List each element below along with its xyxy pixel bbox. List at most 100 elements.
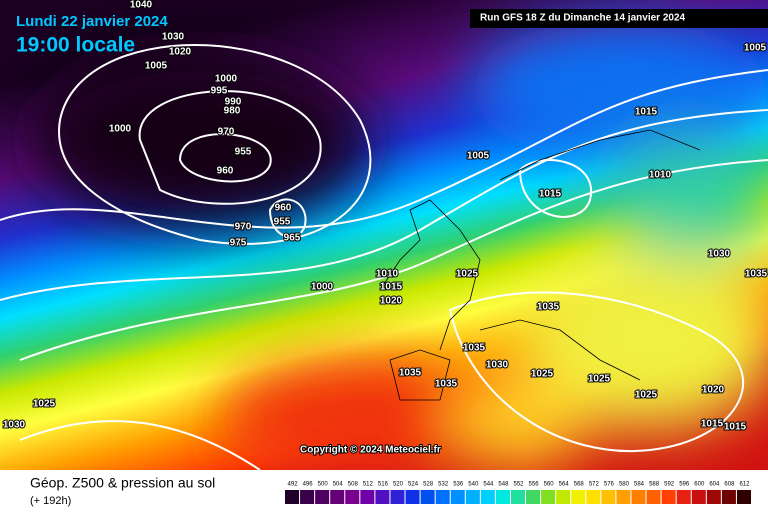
scale-cell <box>721 490 736 504</box>
coastlines <box>379 129 701 401</box>
scale-cell <box>345 490 360 504</box>
run-info: Run GFS 18 Z du Dimanche 14 janvier 2024 <box>480 13 686 24</box>
scale-label: 584 <box>634 482 645 488</box>
scale-cell <box>300 490 315 504</box>
isobar-label: 970 <box>218 127 235 138</box>
scale-cell <box>736 490 751 504</box>
scale-label: 528 <box>423 482 434 488</box>
isobar-label: 1030 <box>708 249 731 260</box>
copyright: Copyright © 2024 Meteociel.fr <box>300 445 441 456</box>
isobar-label: 960 <box>217 166 234 177</box>
scale-label: 552 <box>513 482 524 488</box>
isobar-label: 1025 <box>531 369 554 380</box>
isobar-label: 1035 <box>537 302 560 313</box>
isobar-label: 1005 <box>467 151 490 162</box>
scale-label: 612 <box>739 482 750 488</box>
scale-label: 604 <box>709 482 720 488</box>
scale-label: 516 <box>378 482 389 488</box>
footer-subtitle: (+ 192h) <box>30 495 71 507</box>
scale-cell <box>646 490 661 504</box>
valid-date: Lundi 22 janvier 2024 <box>16 13 168 30</box>
scale-cell <box>450 490 465 504</box>
scale-cell <box>480 490 495 504</box>
scale-label: 608 <box>724 482 735 488</box>
scale-label: 532 <box>438 482 449 488</box>
scale-cell <box>375 490 390 504</box>
scale-cell <box>285 490 300 504</box>
isobar-label: 1025 <box>456 269 479 280</box>
scale-cell <box>330 490 345 504</box>
isobar-label: 1035 <box>435 379 458 390</box>
isobar-label: 1030 <box>486 360 509 371</box>
isobar-label: 1015 <box>635 107 658 118</box>
isobar-label: 990 <box>225 97 242 108</box>
scale-cell <box>616 490 631 504</box>
scale-label: 500 <box>318 482 329 488</box>
scale-label: 504 <box>333 482 344 488</box>
isobar-label: 1025 <box>588 374 611 385</box>
isobar-label: 965 <box>284 233 301 244</box>
isobar-label: 1025 <box>635 390 658 401</box>
scale-label: 492 <box>288 482 299 488</box>
isobar-label: 980 <box>224 106 241 117</box>
scale-label: 596 <box>679 482 690 488</box>
isobar-label: 1005 <box>744 43 767 54</box>
scale-label: 576 <box>604 482 615 488</box>
scale-cell <box>706 490 721 504</box>
isobar-label: 1030 <box>3 420 26 431</box>
isobar-label: 1020 <box>380 296 403 307</box>
isobar-label: 960 <box>275 203 292 214</box>
isobar-label: 1020 <box>702 385 725 396</box>
scale-cell <box>315 490 330 504</box>
scale-label: 556 <box>529 482 540 488</box>
scale-cell <box>661 490 676 504</box>
isobar-label: 1030 <box>162 32 185 43</box>
isobar-label: 975 <box>230 238 247 249</box>
scale-cell <box>465 490 480 504</box>
scale-cell <box>676 490 691 504</box>
isobar-label: 1035 <box>463 343 486 354</box>
footer-title: Géop. Z500 & pression au sol <box>30 475 215 491</box>
scale-label: 592 <box>664 482 675 488</box>
scale-cell <box>556 490 571 504</box>
scale-cell <box>631 490 646 504</box>
scale-cell <box>495 490 510 504</box>
scale-cell <box>586 490 601 504</box>
scale-cell <box>541 490 556 504</box>
isobar-label: 1040 <box>130 0 153 11</box>
scale-label: 540 <box>468 482 479 488</box>
scale-cell <box>510 490 526 504</box>
isobar-label: 1015 <box>724 422 747 433</box>
scale-label: 536 <box>453 482 464 488</box>
scale-cell <box>691 490 706 504</box>
scale-cell <box>405 490 420 504</box>
isobar-label: 1020 <box>169 47 192 58</box>
scale-cell <box>601 490 616 504</box>
isobar-label: 995 <box>211 86 228 97</box>
isobar-label: 955 <box>235 147 252 158</box>
scale-label: 568 <box>574 482 585 488</box>
scale-label: 564 <box>559 482 570 488</box>
isobars <box>0 44 768 471</box>
scale-cell <box>571 490 586 504</box>
isobar-labels: 1040103010201005100099599098097010009559… <box>2 0 768 434</box>
isobar-label: 1035 <box>399 368 422 379</box>
scale-label: 524 <box>408 482 419 488</box>
color-scale: 492 496 500 504 508 512 516 520 524 528 532 536 540 5… <box>285 482 751 504</box>
scale-label: 548 <box>498 482 509 488</box>
scale-label: 600 <box>694 482 705 488</box>
isobar-label: 1010 <box>376 269 399 280</box>
isobar-label: 1000 <box>215 74 238 85</box>
scale-label: 520 <box>393 482 404 488</box>
scale-cell <box>390 490 405 504</box>
isobar-label: 1000 <box>311 282 334 293</box>
isobar-label: 1010 <box>649 170 672 181</box>
scale-label: 512 <box>363 482 374 488</box>
scale-label: 580 <box>619 482 630 488</box>
isobar-label: 1025 <box>33 399 56 410</box>
scale-cell <box>360 490 375 504</box>
scale-cell <box>526 490 541 504</box>
scale-label: 572 <box>589 482 600 488</box>
isobar-label: 1015 <box>539 189 562 200</box>
